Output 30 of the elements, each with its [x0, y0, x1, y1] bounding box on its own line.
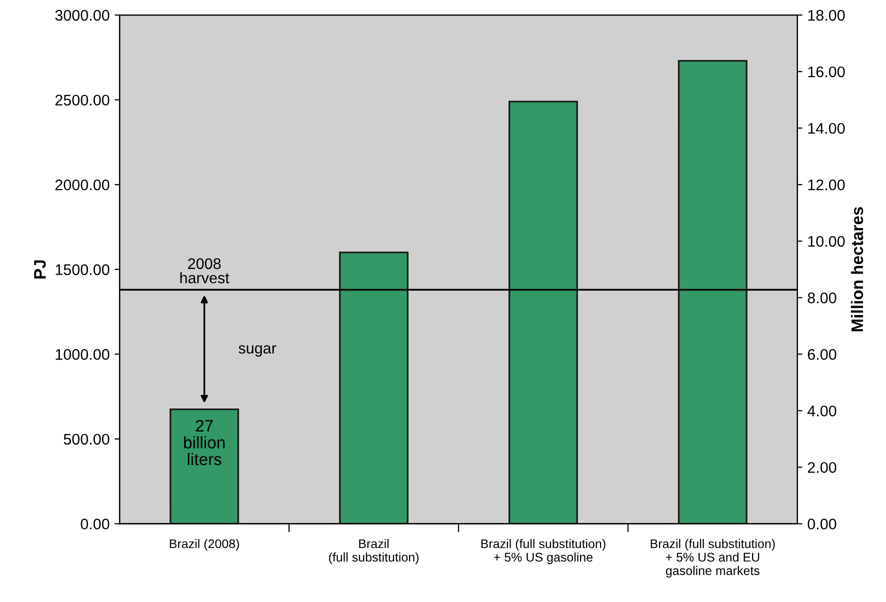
- y-tick-label: 0.00: [80, 518, 110, 530]
- y2-tick-label: 10.00: [808, 236, 845, 247]
- y-tick-label: 3000.00: [55, 10, 110, 21]
- bar: [508, 100, 578, 524]
- y-tick-label: 2000.00: [55, 179, 110, 190]
- y2-tick-label: 2.00: [808, 462, 836, 473]
- y2-tick-label: 6.00: [808, 349, 836, 360]
- annotation: sugar: [238, 345, 276, 357]
- y-tick-label: 2500.00: [55, 94, 110, 106]
- x-tick-label: Brazil (full substitution) + 5% US and EU gasoline markets: [650, 539, 775, 578]
- y-tick-label: 1500.00: [56, 264, 110, 276]
- y2-tick-label: 8.00: [808, 292, 836, 304]
- y-axis-title: PJ: [34, 260, 46, 278]
- bar: [339, 252, 409, 524]
- y2-tick-label: 18.00: [808, 10, 845, 21]
- annotation: 27 billion liters: [184, 420, 225, 466]
- y2-tick-label: 16.00: [808, 66, 845, 78]
- y2-axis-title: Million hectares: [850, 207, 864, 332]
- y-tick-label: 500.00: [64, 434, 110, 445]
- y2-tick-label: 4.00: [807, 406, 836, 416]
- bar: [170, 408, 240, 524]
- x-tick-label: Brazil (full substitution): [329, 539, 419, 564]
- y-tick-label: 1000.00: [56, 349, 110, 360]
- y2-tick-label: 0.00: [808, 518, 836, 530]
- y2-tick-label: 14.00: [808, 122, 845, 134]
- bar: [678, 60, 748, 524]
- y2-tick-label: 12.00: [808, 179, 845, 190]
- ref-line-label: 2008 harvest: [180, 258, 230, 284]
- x-tick-label: Brazil (full substitution) + 5% US gasoline: [481, 539, 606, 564]
- x-tick-label: Brazil (2008): [170, 539, 239, 551]
